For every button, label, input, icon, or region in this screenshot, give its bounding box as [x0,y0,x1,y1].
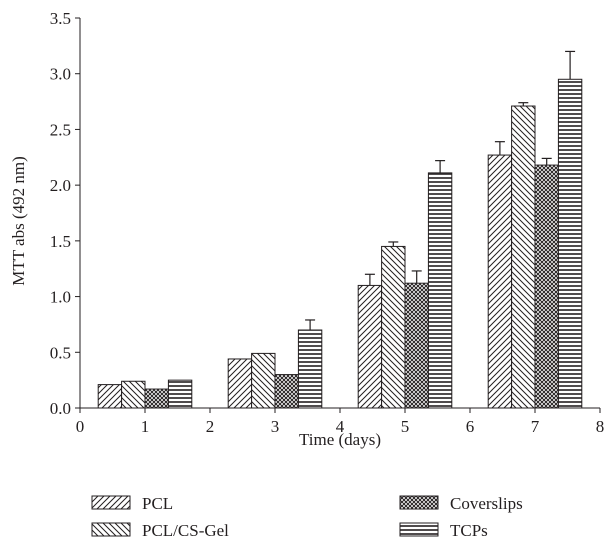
y-axis-label: MTT abs (492 nm) [9,156,28,286]
x-tick-label: 0 [76,417,85,436]
y-tick-label: 3.5 [50,9,71,28]
bars-group [97,78,583,409]
bar-coverslips-day-5 [404,282,429,409]
legend-label: TCPs [450,521,488,540]
y-axis-ticks: 0.0 0.5 1.0 1.5 2.0 2.5 3.0 3.5 [50,9,80,418]
legend-swatch-coverslips [399,495,439,510]
bar-pcl-cs-gel-day-5 [381,245,406,409]
y-tick-label: 3.0 [50,65,71,84]
x-axis-label: Time (days) [299,430,381,449]
bar-pcl-cs-gel-day-7 [511,105,536,409]
legend-label: PCL [142,494,173,513]
bar-coverslips-day-7 [534,164,559,409]
legend: PCL PCL/CS-Gel Coverslips TCPs [91,494,523,540]
x-tick-label: 2 [206,417,215,436]
bar-pcl-cs-gel-day-1 [121,380,146,409]
x-axis-ticks: 0 1 2 3 4 5 6 7 8 [76,408,605,436]
bar-coverslips-day-3 [274,374,299,409]
x-tick-label: 7 [531,417,540,436]
x-tick-label: 1 [141,417,150,436]
legend-label: Coverslips [450,494,523,513]
bar-pcl-day-5 [357,284,383,409]
x-tick-label: 5 [401,417,410,436]
x-tick-label: 4 [336,417,345,436]
error-bars-group [305,50,576,330]
y-tick-label: 2.0 [50,176,71,195]
bar-tcps-day-5 [427,172,453,409]
x-tick-label: 8 [596,417,605,436]
legend-swatch-pcl [91,495,131,510]
y-tick-label: 2.5 [50,120,71,139]
bar-pcl-day-1 [97,384,123,409]
bar-pcl-cs-gel-day-3 [251,352,276,409]
bar-tcps-day-1 [167,379,193,409]
y-tick-label: 0.5 [50,343,71,362]
y-tick-label: 1.5 [50,232,71,251]
bar-tcps-day-7 [557,78,583,409]
bar-pcl-day-3 [227,358,253,409]
legend-swatch-pcl-cs-gel [91,522,131,537]
x-tick-label: 6 [466,417,475,436]
bar-coverslips-day-1 [144,388,169,409]
bar-pcl-day-7 [487,154,513,409]
legend-label: PCL/CS-Gel [142,521,229,540]
bar-tcps-day-3 [297,329,323,409]
y-tick-label: 0.0 [50,399,71,418]
x-tick-label: 3 [271,417,280,436]
y-tick-label: 1.0 [50,288,71,307]
legend-swatch-tcps [399,522,439,537]
